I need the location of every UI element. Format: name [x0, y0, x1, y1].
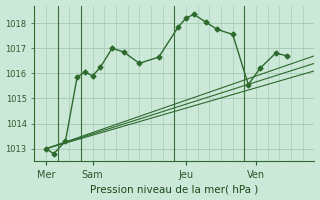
X-axis label: Pression niveau de la mer( hPa ): Pression niveau de la mer( hPa )	[90, 184, 259, 194]
